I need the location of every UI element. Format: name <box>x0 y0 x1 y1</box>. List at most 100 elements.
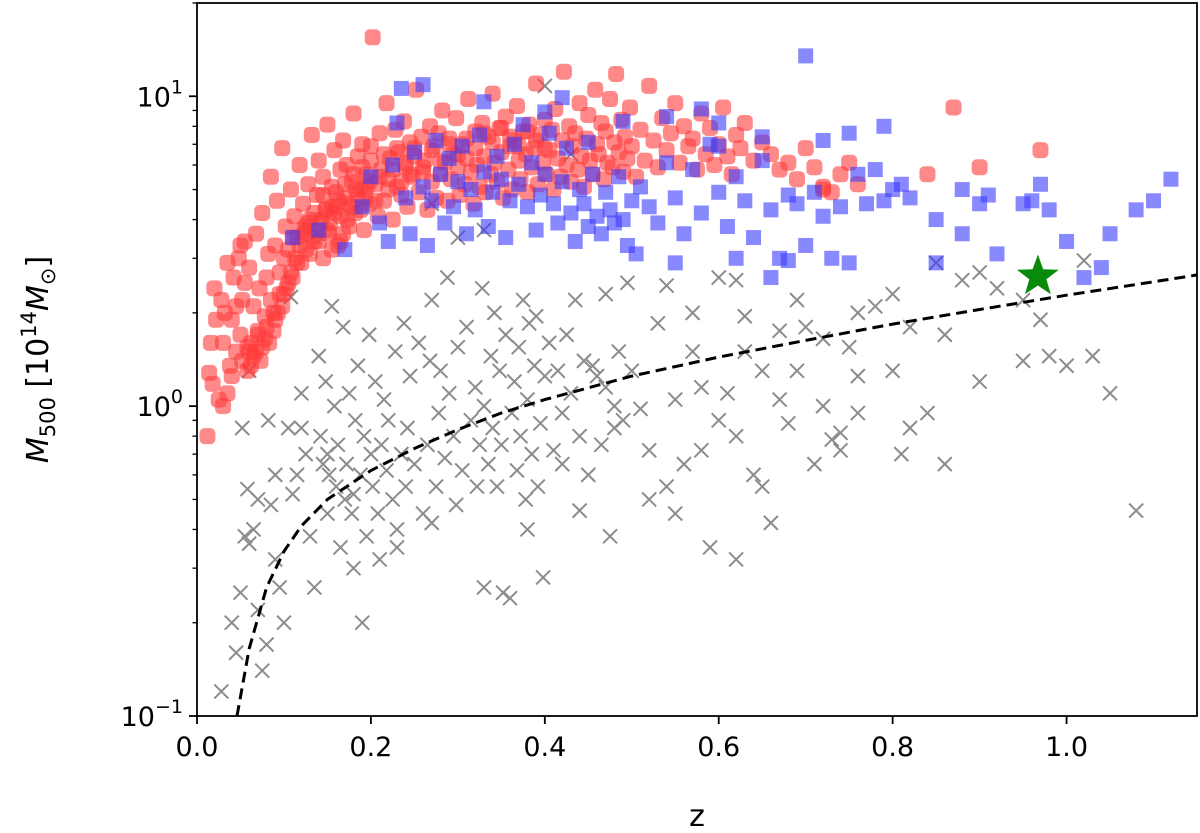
gray-cross-point <box>358 528 375 545</box>
gray-cross-point <box>484 420 501 436</box>
gray-cross-point <box>1032 312 1049 328</box>
gray-cross-point <box>250 491 266 508</box>
gray-cross-point <box>1128 502 1144 519</box>
blue-square-point <box>437 215 453 231</box>
blue-square-point <box>476 94 492 110</box>
blue-square-point <box>454 138 470 154</box>
gray-cross-point <box>684 343 701 360</box>
red-circle-point <box>667 95 684 112</box>
gray-cross-point <box>491 363 508 379</box>
gray-cross-point <box>319 505 336 522</box>
gray-cross-point <box>276 615 292 631</box>
gray-cross-point <box>431 405 447 421</box>
gray-cross-point <box>571 428 588 444</box>
red-circle-point <box>789 171 805 188</box>
gray-cross-point <box>293 385 310 402</box>
blue-square-point <box>372 215 388 231</box>
gray-cross-point <box>373 437 390 453</box>
red-circle-point <box>732 140 749 157</box>
gray-cross-point <box>397 478 414 495</box>
red-circle-point <box>267 237 284 254</box>
red-circle-point <box>355 222 372 239</box>
blue-square-point <box>467 202 483 218</box>
blue-square-point <box>841 255 857 271</box>
blue-square-point <box>459 226 475 242</box>
red-circle-point <box>555 63 572 80</box>
gray-cross-point <box>511 339 527 355</box>
blue-square-point <box>415 77 431 93</box>
red-circle-point <box>675 118 692 135</box>
gray-cross-point <box>237 528 253 545</box>
red-circle-point <box>335 132 352 149</box>
gray-cross-point <box>884 363 901 379</box>
gray-cross-point <box>241 535 257 552</box>
gray-cross-point <box>258 636 275 653</box>
gray-cross-point <box>228 645 244 661</box>
red-circle-point <box>448 110 465 127</box>
gray-cross-point <box>567 292 583 308</box>
red-circle-point <box>269 192 285 209</box>
blue-square-point <box>441 150 457 166</box>
gray-cross-point <box>341 385 357 402</box>
red-circle-point <box>262 168 279 185</box>
gray-cross-point <box>593 437 610 453</box>
blue-square-point <box>546 196 562 212</box>
red-circle-point <box>286 208 303 225</box>
blue-square-point <box>537 104 553 120</box>
red-circle-point <box>380 181 397 198</box>
gray-cross-point <box>667 391 683 408</box>
gray-cross-point <box>954 272 970 288</box>
gray-cross-point <box>245 521 262 538</box>
gray-cross-point <box>450 339 466 355</box>
blue-square-point <box>398 190 414 206</box>
gray-cross-point <box>832 442 849 459</box>
y-tick-label: 100 <box>137 386 183 423</box>
gray-cross-point <box>424 515 440 531</box>
gray-cross-point <box>515 292 531 308</box>
gray-cross-point <box>493 437 510 453</box>
red-circle-point <box>232 237 249 254</box>
gray-cross-point <box>841 339 857 355</box>
red-circle-point <box>310 152 327 169</box>
gray-cross-point <box>263 497 279 513</box>
red-circle-point <box>645 132 662 149</box>
blue-square-point <box>902 190 918 206</box>
gray-cross-point <box>702 539 718 556</box>
blue-square-point <box>476 164 492 180</box>
y-label-mass: M <box>21 285 56 311</box>
y-tick-label: 101 <box>137 76 183 113</box>
red-circle-point <box>671 154 688 171</box>
x-tick-label: 0.8 <box>871 732 914 763</box>
gray-cross-point <box>234 420 250 436</box>
red-circle-point <box>252 352 269 369</box>
blue-square-point <box>485 184 501 200</box>
gray-cross-point <box>554 456 570 472</box>
blue-square-point <box>763 202 779 218</box>
gray-cross-point <box>537 368 553 384</box>
gray-cross-point <box>554 405 570 421</box>
red-circle-point <box>287 250 304 267</box>
blue-square-point <box>472 127 488 143</box>
gray-cross-point <box>867 298 883 315</box>
gray-cross-point <box>399 420 416 436</box>
y-axis-label: M500 [1014M⊙] <box>17 256 60 463</box>
red-circle-point <box>728 126 745 143</box>
plot-marks <box>199 29 1179 700</box>
blue-square-point <box>515 117 531 133</box>
red-circle-point <box>278 280 295 297</box>
blue-square-point <box>354 199 370 215</box>
blue-square-point <box>463 182 479 198</box>
blue-square-point <box>493 171 509 187</box>
blue-square-point <box>746 230 762 246</box>
red-circle-point <box>258 269 275 286</box>
red-circle-point <box>282 264 299 281</box>
gray-cross-point <box>319 446 336 462</box>
gray-cross-point <box>445 428 462 444</box>
red-circle-point <box>528 75 545 92</box>
x-tick-label: 0.0 <box>176 732 219 763</box>
gray-cross-point <box>250 602 266 618</box>
blue-square-point <box>850 166 866 182</box>
gray-cross-point <box>317 373 334 390</box>
gray-cross-point <box>506 373 523 390</box>
gray-cross-point <box>293 420 310 436</box>
